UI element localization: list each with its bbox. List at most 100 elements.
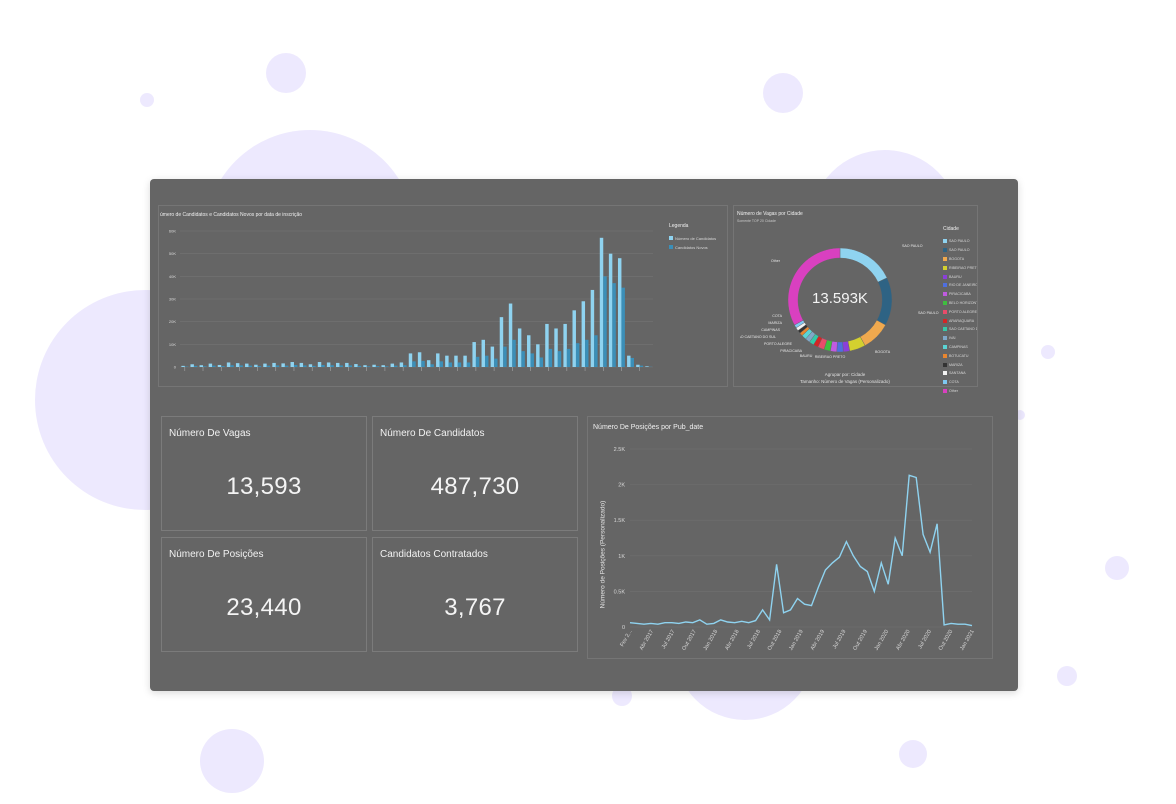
bar-candidatos[interactable]: [563, 323, 567, 367]
bar-candidatos[interactable]: [226, 362, 231, 367]
bar-candidatos-novos[interactable]: [339, 365, 343, 367]
bar-candidatos[interactable]: [599, 237, 604, 367]
donut-slice[interactable]: [839, 247, 888, 283]
donut-legend-item[interactable]: ARARAQUARA: [943, 316, 977, 325]
bar-candidatos[interactable]: [299, 362, 304, 367]
donut-legend-item[interactable]: BOGOTA: [943, 255, 977, 264]
bar-candidatos[interactable]: [508, 303, 513, 367]
bar-candidatos[interactable]: [272, 362, 276, 367]
bar-candidatos[interactable]: [490, 346, 495, 367]
bar-candidatos[interactable]: [445, 355, 449, 367]
bar-candidatos-novos[interactable]: [612, 283, 616, 367]
bar-candidatos[interactable]: [354, 364, 358, 367]
bar-candidatos-novos[interactable]: [266, 365, 271, 367]
bar-candidatos-novos[interactable]: [503, 346, 507, 367]
bar-candidatos-novos[interactable]: [457, 362, 462, 367]
bar-candidatos[interactable]: [190, 364, 194, 367]
bar-candidatos-novos[interactable]: [639, 365, 644, 367]
bar-candidatos[interactable]: [408, 353, 413, 367]
bar-candidatos[interactable]: [527, 335, 531, 367]
bar-candidatos[interactable]: [326, 362, 331, 367]
bar-candidatos-novos[interactable]: [439, 361, 443, 367]
donut-legend-item[interactable]: RIBEIRAO PRETO: [943, 263, 977, 272]
donut-legend-item[interactable]: PIRACICABA: [943, 290, 977, 299]
bar-candidatos[interactable]: [536, 344, 540, 367]
donut-slice[interactable]: [859, 319, 886, 346]
bar-candidatos[interactable]: [581, 301, 586, 367]
bar-candidatos[interactable]: [481, 339, 485, 367]
bar-candidatos[interactable]: [554, 328, 558, 367]
donut-legend-item[interactable]: SAO PAULO: [943, 237, 977, 246]
bar-candidatos[interactable]: [627, 355, 631, 367]
bar-candidatos[interactable]: [399, 362, 404, 367]
bar-candidatos-novos[interactable]: [557, 351, 562, 367]
bar-candidatos-novos[interactable]: [521, 351, 525, 367]
bar-candidatos-novos[interactable]: [430, 364, 434, 367]
bar-candidatos[interactable]: [636, 364, 640, 367]
donut-legend-item[interactable]: SANTANA: [943, 369, 977, 378]
bar-candidatos-novos[interactable]: [239, 365, 243, 367]
bar-candidatos-novos[interactable]: [212, 365, 216, 367]
bar-candidatos-novos[interactable]: [375, 366, 380, 367]
bar-candidatos-novos[interactable]: [494, 358, 498, 367]
bar-candidatos-novos[interactable]: [248, 365, 252, 367]
bar-candidatos[interactable]: [417, 352, 422, 367]
bar-candidatos-novos[interactable]: [603, 276, 607, 367]
donut-legend-item[interactable]: SAO CAETANO DO SUL: [943, 325, 977, 334]
bar-candidatos-novos[interactable]: [293, 364, 298, 367]
bar-candidatos[interactable]: [208, 363, 213, 367]
bar-candidatos[interactable]: [199, 365, 204, 367]
bar-candidatos-novos[interactable]: [566, 348, 571, 367]
bar-candidatos-novos[interactable]: [630, 357, 634, 367]
bar-candidatos[interactable]: [390, 363, 395, 367]
bar-candidatos-novos[interactable]: [548, 348, 553, 367]
donut-legend-item[interactable]: IVAI: [943, 334, 977, 343]
bar-candidatos[interactable]: [335, 362, 340, 367]
bar-candidatos-novos[interactable]: [394, 365, 398, 367]
bar-candidatos[interactable]: [254, 364, 258, 367]
donut-legend-item[interactable]: Other: [943, 387, 977, 396]
bar-candidatos[interactable]: [372, 364, 376, 367]
donut-slice[interactable]: [787, 247, 841, 326]
bar-candidatos-novos[interactable]: [230, 365, 234, 367]
bar-candidatos-novos[interactable]: [575, 343, 580, 367]
bar-candidatos[interactable]: [463, 355, 467, 367]
bar-candidatos[interactable]: [308, 364, 313, 367]
bar-candidatos[interactable]: [617, 258, 622, 367]
donut-legend-item[interactable]: CAMPINAS: [943, 343, 977, 352]
bar-candidatos-novos[interactable]: [585, 339, 589, 367]
bar-candidatos-novos[interactable]: [403, 365, 407, 367]
bar-candidatos[interactable]: [281, 363, 285, 367]
bar-candidatos-novos[interactable]: [539, 357, 544, 367]
bar-candidatos-novos[interactable]: [257, 366, 262, 367]
bar-candidatos-novos[interactable]: [448, 362, 453, 367]
donut-slice[interactable]: [836, 341, 844, 353]
bar-candidatos[interactable]: [572, 310, 576, 367]
bar-candidatos-novos[interactable]: [275, 365, 280, 367]
bar-candidatos[interactable]: [472, 342, 476, 367]
bar-candidatos-novos[interactable]: [594, 335, 598, 367]
bar-candidatos-novos[interactable]: [466, 362, 471, 367]
donut-legend-item[interactable]: SAO PAULO: [943, 246, 977, 255]
bar-candidatos-novos[interactable]: [348, 365, 353, 367]
bar-candidatos[interactable]: [290, 362, 294, 367]
bar-candidatos-novos[interactable]: [384, 366, 389, 367]
bar-candidatos[interactable]: [235, 363, 240, 367]
donut-legend-item[interactable]: PORTO ALEGRE: [943, 307, 977, 316]
bar-candidatos-novos[interactable]: [221, 366, 225, 367]
bar-candidatos-novos[interactable]: [203, 366, 207, 367]
bar-candidatos[interactable]: [517, 328, 522, 367]
bar-candidatos-novos[interactable]: [193, 365, 198, 367]
bar-candidatos[interactable]: [608, 253, 613, 367]
bar-candidatos-novos[interactable]: [303, 365, 307, 367]
bar-candidatos[interactable]: [245, 363, 249, 367]
donut-legend-item[interactable]: MARIZA: [943, 360, 977, 369]
bar-candidatos-novos[interactable]: [412, 361, 416, 367]
bar-candidatos[interactable]: [436, 353, 440, 367]
bar-candidatos[interactable]: [217, 364, 222, 367]
bar-candidatos[interactable]: [381, 365, 385, 367]
bar-candidatos-novos[interactable]: [321, 364, 325, 367]
donut-legend-item[interactable]: BOTUCATU: [943, 351, 977, 360]
bar-candidatos-novos[interactable]: [312, 365, 316, 367]
donut-legend-item[interactable]: BAURU: [943, 272, 977, 281]
